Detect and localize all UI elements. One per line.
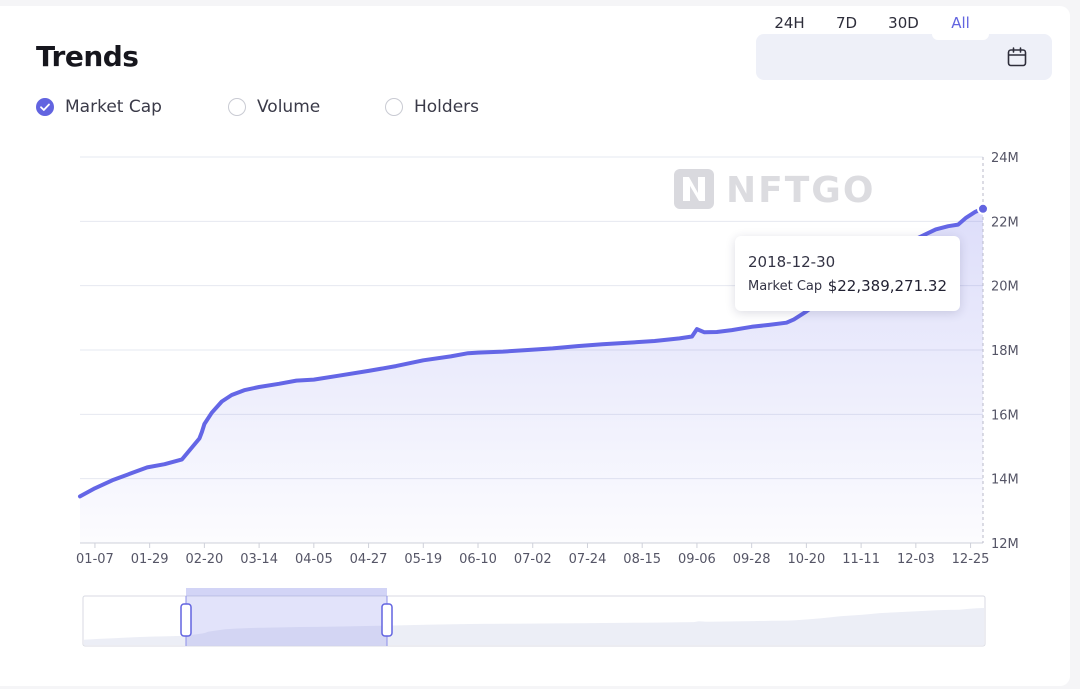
metric-holders-option[interactable]: Holders xyxy=(385,94,479,120)
metric-volume-label: Volume xyxy=(257,97,321,117)
y-tick-label: 16M xyxy=(991,408,1019,423)
y-tick-label: 22M xyxy=(991,215,1019,230)
tooltip-date: 2018-12-30 xyxy=(748,253,836,271)
x-tick-label: 07-02 xyxy=(514,552,552,567)
time-range-selector xyxy=(756,34,1052,80)
y-tick-label: 18M xyxy=(991,344,1019,359)
x-tick-label: 01-07 xyxy=(76,552,114,567)
chart-tooltip: 2018-12-30 Market Cap $22,389,271.32 xyxy=(735,236,960,311)
watermark-text: NFTGO xyxy=(726,170,875,211)
metric-holders-label: Holders xyxy=(414,97,480,117)
navigator-selection[interactable] xyxy=(186,588,387,646)
x-tick-label: 10-20 xyxy=(787,552,825,567)
market-cap-area xyxy=(80,208,983,544)
y-tick-label: 14M xyxy=(991,473,1019,488)
metric-market-cap-label: Market Cap xyxy=(65,97,162,117)
tooltip-value: $22,389,271.32 xyxy=(827,277,947,295)
range-7d-button[interactable]: 7D xyxy=(835,14,858,32)
tooltip-series-label: Market Cap xyxy=(748,279,823,294)
metric-volume-option[interactable]: Volume xyxy=(228,94,320,120)
y-tick-label: 20M xyxy=(991,280,1019,295)
hover-point xyxy=(977,202,989,215)
y-tick-label: 12M xyxy=(991,537,1019,552)
x-tick-label: 04-05 xyxy=(295,552,333,567)
metric-market-cap-option[interactable]: Market Cap xyxy=(36,94,162,120)
x-tick-label: 11-11 xyxy=(842,552,880,567)
x-tick-label: 03-14 xyxy=(240,552,278,567)
range-24h-button[interactable]: 24H xyxy=(774,14,805,32)
x-tick-label: 09-06 xyxy=(678,552,716,567)
navigator-drag-bar[interactable] xyxy=(186,588,387,596)
checked-radio-icon[interactable] xyxy=(36,98,54,116)
x-tick-label: 05-19 xyxy=(404,552,442,567)
navigator-mini-area xyxy=(84,608,984,645)
x-tick-label: 06-10 xyxy=(459,552,497,567)
navigator-right-handle[interactable] xyxy=(381,603,393,637)
range-30d-button[interactable]: 30D xyxy=(888,14,919,32)
x-tick-label: 09-28 xyxy=(733,552,771,567)
range-navigator[interactable] xyxy=(82,588,986,647)
range-all-button[interactable]: All xyxy=(932,6,989,40)
x-tick-label: 12-03 xyxy=(897,552,935,567)
nftgo-watermark: NFTGO xyxy=(674,169,875,211)
x-tick-label: 08-15 xyxy=(623,552,661,567)
calendar-icon[interactable] xyxy=(1006,46,1028,68)
y-tick-label: 24M xyxy=(991,151,1019,166)
nftgo-logo-mark xyxy=(683,177,705,201)
x-tick-label: 01-29 xyxy=(131,552,169,567)
x-tick-label: 12-25 xyxy=(952,552,990,567)
unchecked-radio-icon[interactable] xyxy=(385,98,403,116)
x-tick-label: 07-24 xyxy=(569,552,607,567)
unchecked-radio-icon[interactable] xyxy=(228,98,246,116)
x-tick-label: 02-20 xyxy=(185,552,223,567)
x-tick-label: 04-27 xyxy=(350,552,388,567)
navigator-left-handle[interactable] xyxy=(180,603,192,637)
page-title: Trends xyxy=(36,40,139,73)
